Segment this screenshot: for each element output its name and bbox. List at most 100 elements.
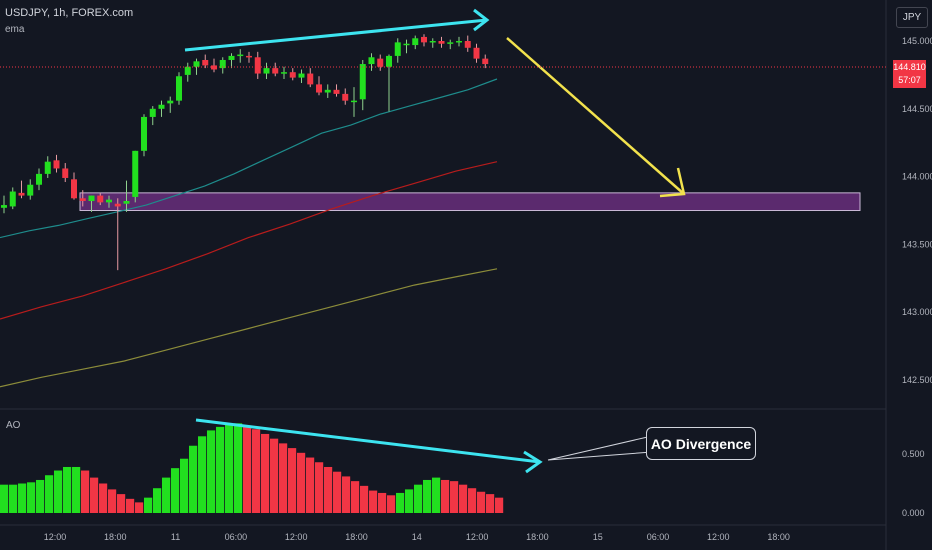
candle-body bbox=[359, 64, 366, 100]
candle-body bbox=[123, 201, 130, 204]
ao-bar bbox=[315, 462, 324, 513]
candle-body bbox=[246, 55, 252, 58]
candle-body bbox=[307, 73, 314, 85]
ao-bar bbox=[135, 502, 144, 513]
ao-bar bbox=[423, 479, 432, 513]
candle-body bbox=[149, 108, 156, 117]
target-arrow bbox=[506, 37, 685, 195]
ao-bar bbox=[0, 484, 9, 513]
candle-body bbox=[281, 72, 287, 74]
ao-bar bbox=[117, 494, 126, 513]
price-tick-label: 143.500 bbox=[902, 239, 932, 249]
candle-body bbox=[62, 168, 69, 178]
ao-bar bbox=[207, 430, 216, 513]
price-tick-label: 143.000 bbox=[902, 307, 932, 317]
candle-body bbox=[377, 58, 384, 67]
candle-body bbox=[333, 89, 340, 94]
ao-bar bbox=[477, 491, 486, 513]
price-tick-label: 142.500 bbox=[902, 375, 932, 385]
current-price-badge: 144.810 57:07 bbox=[893, 60, 926, 88]
ao-bar bbox=[144, 497, 153, 513]
ao-bar bbox=[369, 490, 378, 513]
ao-bar bbox=[18, 483, 27, 513]
price-tick-label: 144.500 bbox=[902, 104, 932, 114]
support-zone bbox=[79, 192, 861, 211]
time-tick-label: 06:00 bbox=[225, 532, 248, 542]
candle-body bbox=[403, 43, 410, 46]
ao-bar bbox=[378, 492, 387, 513]
candle-body bbox=[421, 36, 427, 43]
ao-bar bbox=[306, 457, 315, 513]
ema-slow-line bbox=[0, 268, 498, 388]
candle-body bbox=[298, 73, 305, 78]
ema-fast-line bbox=[0, 78, 498, 239]
ao-tick-label: 0.000 bbox=[902, 508, 925, 518]
ao-bar bbox=[279, 443, 288, 513]
time-tick-label: 18:00 bbox=[345, 532, 368, 542]
ao-trend-arrowhead bbox=[523, 450, 543, 474]
time-tick-label: 12:00 bbox=[285, 532, 308, 542]
candle-body bbox=[447, 42, 454, 44]
candle-body bbox=[316, 84, 322, 93]
candle-body bbox=[263, 68, 270, 74]
candle-body bbox=[114, 203, 121, 207]
ao-bar bbox=[171, 468, 180, 513]
time-tick-label: 12:00 bbox=[707, 532, 730, 542]
candle-body bbox=[219, 59, 226, 69]
ao-bar bbox=[441, 479, 450, 513]
ao-bar bbox=[153, 488, 162, 513]
current-price-value: 144.810 bbox=[893, 62, 926, 72]
ao-bar bbox=[36, 479, 45, 513]
candle-body bbox=[167, 100, 174, 104]
ao-bar bbox=[387, 495, 396, 513]
ao-bar bbox=[450, 481, 459, 513]
ao-bar bbox=[45, 475, 54, 513]
ao-bar bbox=[99, 483, 108, 513]
candle-body bbox=[429, 41, 436, 43]
ao-bar bbox=[9, 484, 18, 513]
time-tick-label: 18:00 bbox=[767, 532, 790, 542]
ao-bar bbox=[27, 482, 36, 513]
candle-body bbox=[9, 191, 16, 207]
ao-bar bbox=[54, 470, 63, 513]
callout-pointer bbox=[547, 435, 653, 461]
indicator-label[interactable]: ema bbox=[5, 24, 25, 35]
price-trend-arrowhead bbox=[473, 8, 490, 32]
candle-body bbox=[88, 195, 95, 202]
ao-bar bbox=[396, 492, 405, 513]
candle-body bbox=[324, 89, 331, 93]
ao-bar bbox=[468, 488, 477, 513]
ao-pane-label[interactable]: AO bbox=[6, 420, 21, 431]
candle-body bbox=[394, 42, 401, 56]
time-tick-label: 18:00 bbox=[104, 532, 127, 542]
candle-body bbox=[97, 195, 104, 203]
ao-bar bbox=[225, 424, 234, 513]
candle-body bbox=[342, 93, 349, 101]
time-tick-label: 11 bbox=[171, 532, 180, 542]
ao-bar bbox=[324, 466, 333, 513]
price-trend-arrow bbox=[184, 18, 488, 52]
candle-body bbox=[272, 68, 279, 74]
candle-body bbox=[27, 184, 34, 196]
ao-bar bbox=[234, 423, 243, 513]
bar-countdown: 57:07 bbox=[898, 75, 921, 85]
ao-bar bbox=[486, 494, 495, 513]
currency-button[interactable]: JPY bbox=[896, 7, 928, 28]
ao-bar bbox=[180, 458, 189, 513]
ao-bar bbox=[189, 445, 198, 513]
symbol-title[interactable]: USDJPY, 1h, FOREX.com bbox=[5, 7, 134, 19]
candle-body bbox=[71, 179, 77, 199]
time-tick-label: 12:00 bbox=[44, 532, 67, 542]
ao-bar bbox=[126, 498, 135, 513]
ao-bar bbox=[495, 497, 504, 513]
candle-body bbox=[158, 104, 165, 109]
time-tick-label: 06:00 bbox=[647, 532, 670, 542]
ao-bar bbox=[108, 489, 117, 513]
ao-bar bbox=[297, 452, 306, 513]
ao-bar bbox=[333, 471, 342, 513]
candle-body bbox=[473, 47, 480, 59]
candle-body bbox=[254, 57, 261, 74]
time-tick-label: 14 bbox=[412, 532, 422, 542]
candle-body bbox=[44, 161, 51, 174]
